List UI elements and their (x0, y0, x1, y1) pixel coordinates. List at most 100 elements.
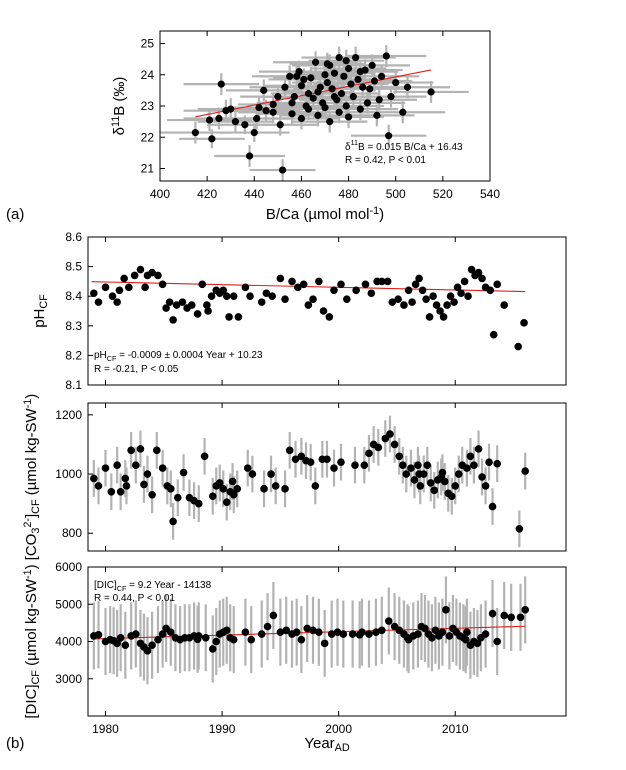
data-point (154, 635, 162, 644)
data-point (328, 85, 336, 93)
data-point (241, 628, 250, 636)
data-point (415, 274, 423, 283)
data-point (300, 75, 308, 84)
x-tick-label: 2010 (442, 722, 469, 736)
y-tick-label: 23 (141, 99, 155, 113)
data-point (200, 452, 209, 461)
data-point (481, 630, 490, 638)
fit-statistics: R = -0.21, P < 0.05 (94, 364, 179, 375)
data-point (399, 108, 407, 116)
data-point (363, 99, 372, 107)
data-point (241, 121, 249, 129)
data-point (166, 485, 175, 493)
data-point (222, 498, 231, 506)
data-point (394, 295, 402, 303)
y-tick-label: 8.3 (65, 319, 82, 333)
data-point (414, 461, 422, 469)
data-point (377, 626, 386, 635)
data-point (303, 624, 311, 633)
data-point (470, 461, 478, 469)
y-axis-label: [DIC]CF (µmol kg-SW-1) (22, 564, 42, 718)
data-point (154, 271, 162, 280)
data-point (94, 298, 103, 306)
data-point (229, 292, 238, 301)
data-point (309, 94, 317, 102)
data-point (148, 641, 156, 650)
data-point (288, 99, 296, 107)
data-point (351, 461, 359, 469)
data-point (344, 113, 353, 121)
data-point (457, 289, 465, 298)
data-point (361, 280, 370, 289)
data-point (219, 485, 228, 493)
data-point (339, 630, 348, 638)
data-point (148, 490, 156, 499)
y-tick-label: 21 (141, 162, 155, 176)
data-point (323, 455, 331, 464)
x-axis-label: B/Ca (µmol mol-1) (266, 205, 384, 223)
data-point (113, 298, 121, 306)
data-point (294, 283, 302, 292)
data-point (121, 474, 130, 483)
y-tick-label: 1000 (55, 467, 82, 481)
data-point (94, 482, 103, 490)
data-point (403, 633, 412, 642)
data-point (222, 626, 231, 635)
y-tick-label: 4000 (55, 635, 82, 649)
data-point (366, 85, 374, 93)
data-point (90, 289, 98, 298)
panel-b: 3000 4000 5000 6000 1980 1990 2000 2010 [DIC]CF … (22, 560, 567, 736)
data-point (231, 118, 240, 126)
data-point (466, 452, 475, 461)
data-point (276, 628, 285, 636)
panel-label: (b) (6, 735, 24, 752)
data-point (101, 464, 110, 472)
data-point (178, 298, 187, 306)
data-point (136, 265, 145, 274)
data-point (290, 93, 298, 101)
data-point (402, 470, 411, 478)
data-point (352, 286, 360, 295)
data-point (179, 468, 188, 477)
data-point (125, 283, 133, 292)
data-point (193, 310, 202, 318)
data-point (418, 286, 427, 295)
data-point (94, 630, 103, 639)
data-point (439, 313, 448, 321)
data-point (408, 298, 416, 306)
data-point (478, 274, 486, 283)
data-point (304, 89, 313, 98)
data-point (297, 114, 306, 123)
fit-equation: δ11B = 0.015 B/Ca + 16.43 (345, 138, 463, 153)
data-point (368, 61, 376, 69)
data-point (315, 277, 323, 286)
data-point (245, 152, 254, 160)
data-point (474, 445, 483, 453)
data-point (299, 280, 308, 289)
y-tick-label: 25 (141, 37, 155, 51)
data-point (488, 609, 497, 618)
data-point (432, 301, 441, 309)
data-point (446, 292, 455, 301)
y-tick-label: 8.1 (65, 378, 82, 392)
data-point (453, 283, 462, 292)
data-point (233, 485, 242, 493)
data-point (367, 289, 376, 298)
data-point (285, 446, 294, 455)
data-point (158, 464, 167, 472)
data-point (355, 630, 364, 639)
data-point (374, 443, 383, 452)
data-point (335, 53, 343, 62)
data-point (365, 449, 373, 458)
data-point (478, 473, 486, 481)
data-point (454, 470, 463, 478)
data-point (447, 492, 456, 501)
data-point (132, 630, 140, 638)
data-point (330, 464, 338, 472)
data-point (136, 445, 145, 453)
data-point (372, 628, 380, 636)
data-point (246, 292, 254, 301)
data-point (320, 639, 329, 648)
data-point (428, 633, 436, 642)
data-point (429, 292, 437, 301)
